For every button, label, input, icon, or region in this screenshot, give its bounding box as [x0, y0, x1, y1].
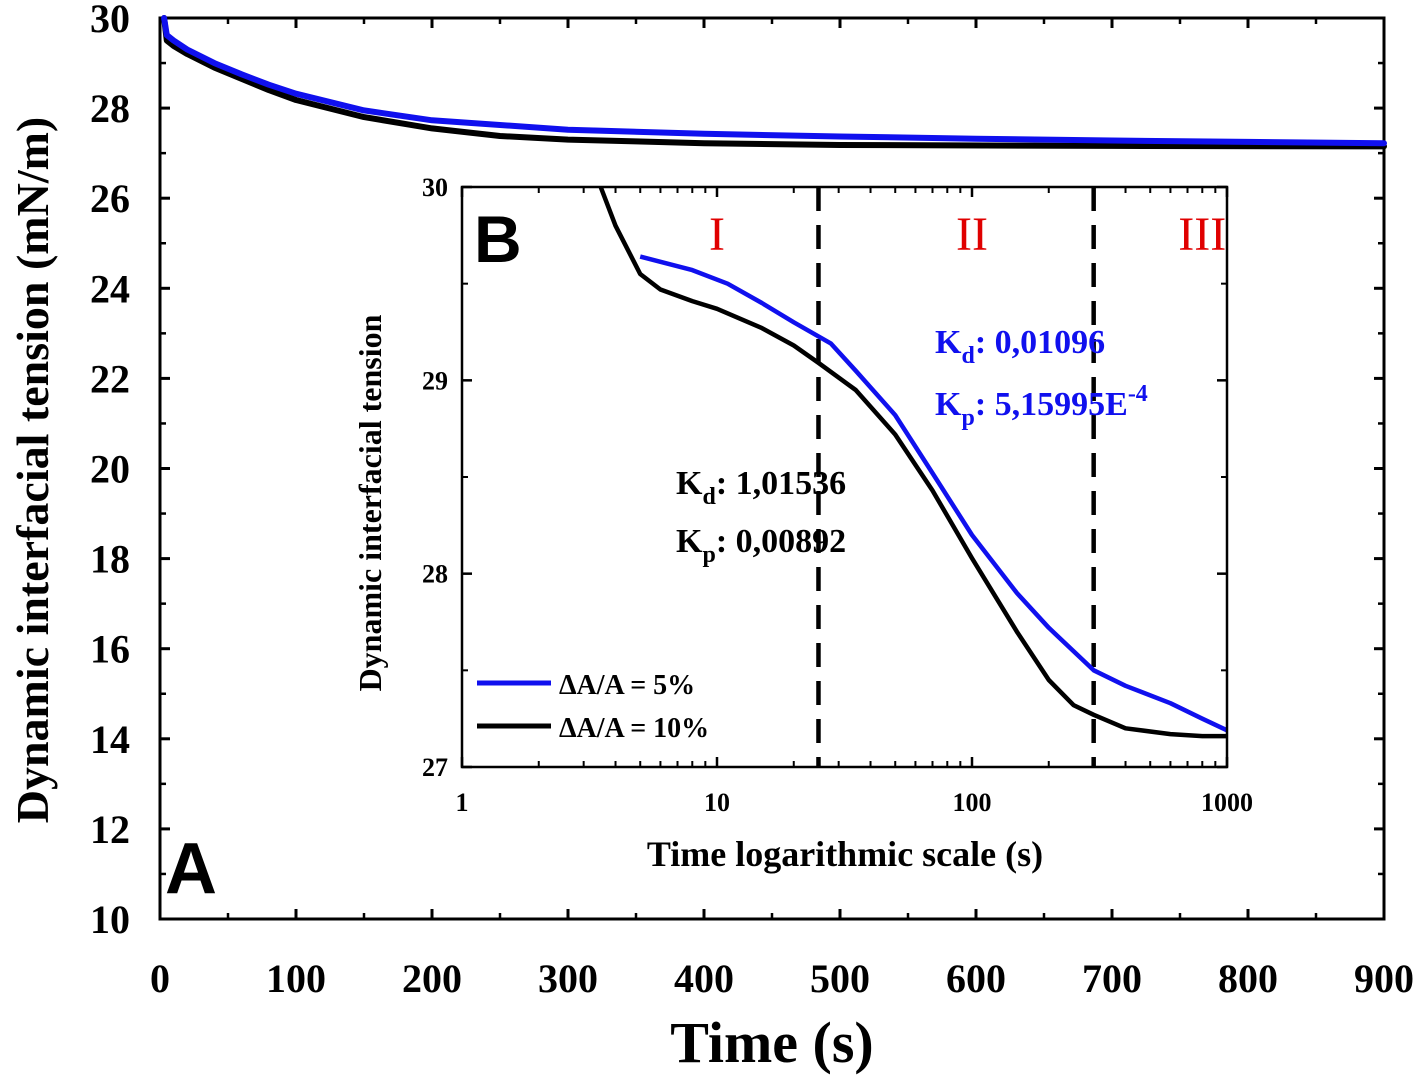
legend-label-5pct: ΔA/A = 5% [559, 670, 695, 701]
inset-x-tick-label: 10 [704, 788, 730, 817]
main-y-tick-label: 22 [90, 356, 130, 401]
inset-series-line-1 [598, 186, 1227, 739]
main-y-tick-label: 30 [90, 0, 130, 41]
inset-series-line-0 [639, 254, 1228, 733]
inset-region-label-3: III [1178, 208, 1226, 261]
main-x-tick-label: 500 [810, 956, 870, 1001]
inset-plot-background [462, 187, 1227, 767]
main-x-tick-label: 600 [946, 956, 1006, 1001]
main-x-tick-label: 700 [1082, 956, 1142, 1001]
black-kd-annotation: Kd: 1,01536 [676, 465, 846, 510]
main-series [161, 15, 1387, 150]
main-x-tick-label: 400 [674, 956, 734, 1001]
main-x-tick-label: 300 [538, 956, 598, 1001]
inset-x-ticks: 1 10 100 1000 [456, 187, 1253, 817]
inset-y-tick-label: 27 [422, 753, 448, 782]
inset-y-tick-label: 30 [422, 173, 448, 202]
main-y-tick-label: 14 [90, 717, 130, 762]
main-y-ticks: 10 12 14 16 18 20 22 24 26 28 30 [90, 0, 1384, 942]
inset-x-tick-label: 100 [953, 788, 992, 817]
main-y-tick-label: 26 [90, 176, 130, 221]
inset-x-tick-label: 1 [456, 788, 469, 817]
main-x-tick-label: 200 [402, 956, 462, 1001]
main-y-tick-label: 20 [90, 447, 130, 492]
main-x-ticks: 0 100 200 300 400 500 600 700 800 900 [150, 18, 1414, 1001]
panel-label-b: B [474, 202, 522, 276]
main-y-tick-label: 28 [90, 86, 130, 131]
main-x-tick-label: 900 [1354, 956, 1414, 1001]
main-y-tick-label: 12 [90, 807, 130, 852]
main-y-tick-label: 24 [90, 266, 130, 311]
inset-region-dividers [816, 187, 1096, 767]
legend-label-10pct: ΔA/A = 10% [559, 713, 709, 744]
main-chart: 0 100 200 300 400 500 600 700 800 900 10 12 14 16 18 2… [7, 0, 1414, 1075]
blue-kp-annotation: Kp: 5,15995E-4 [935, 381, 1148, 431]
inset-region-labels: I II III [709, 208, 1226, 261]
main-y-axis-label: Dynamic interfacial tension (mN/m) [7, 117, 58, 824]
main-y-tick-label: 18 [90, 537, 130, 582]
inset-y-ticks: 27 28 29 30 [422, 173, 1227, 782]
main-y-tick-label: 16 [90, 627, 130, 672]
inset-y-axis-label: Dynamic interfacial tension [352, 314, 388, 691]
main-x-tick-label: 100 [266, 956, 326, 1001]
main-x-tick-label: 800 [1218, 956, 1278, 1001]
black-kp-annotation: Kp: 0,00892 [676, 523, 846, 568]
main-series-line-0 [161, 15, 1387, 147]
inset-region-label-2: II [956, 208, 988, 261]
inset-x-axis-label: Time logarithmic scale (s) [647, 834, 1043, 874]
main-y-tick-label: 10 [90, 897, 130, 942]
inset-legend: ΔA/A = 5% ΔA/A = 10% [477, 670, 709, 744]
inset-y-tick-label: 29 [422, 366, 448, 395]
blue-kd-annotation: Kd: 0,01096 [935, 324, 1105, 369]
main-series-line-1 [161, 15, 1387, 150]
inset-region-label-1: I [709, 208, 725, 261]
inset-y-tick-label: 28 [422, 560, 448, 589]
inset-x-tick-label: 1000 [1201, 788, 1253, 817]
main-x-axis-label: Time (s) [670, 1010, 874, 1075]
panel-label-a: A [165, 829, 217, 909]
inset-series [598, 186, 1228, 739]
main-x-tick-label: 0 [150, 956, 170, 1001]
